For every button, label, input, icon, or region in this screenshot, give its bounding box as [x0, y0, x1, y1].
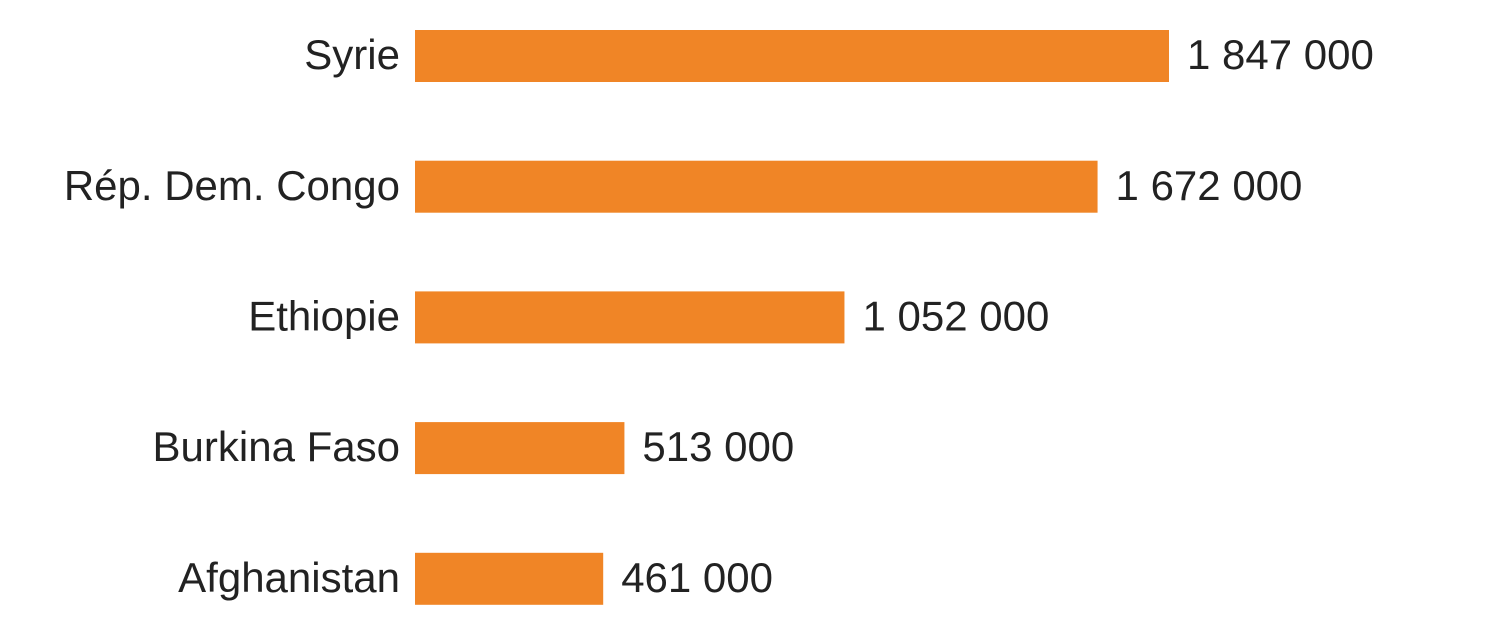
value-label: 1 672 000 [1116, 162, 1303, 209]
bar [415, 291, 845, 344]
category-label: Syrie [304, 31, 400, 78]
category-label: Rép. Dem. Congo [64, 162, 400, 209]
bar [415, 552, 604, 605]
bar [415, 422, 625, 475]
value-label: 513 000 [642, 423, 794, 470]
category-label: Burkina Faso [153, 423, 400, 470]
value-label: 1 847 000 [1187, 31, 1374, 78]
bar [415, 30, 1169, 82]
category-label: Afghanistan [178, 554, 400, 601]
bar [415, 160, 1098, 213]
value-label: 461 000 [621, 554, 773, 601]
category-label: Ethiopie [248, 292, 400, 339]
value-label: 1 052 000 [862, 292, 1049, 339]
